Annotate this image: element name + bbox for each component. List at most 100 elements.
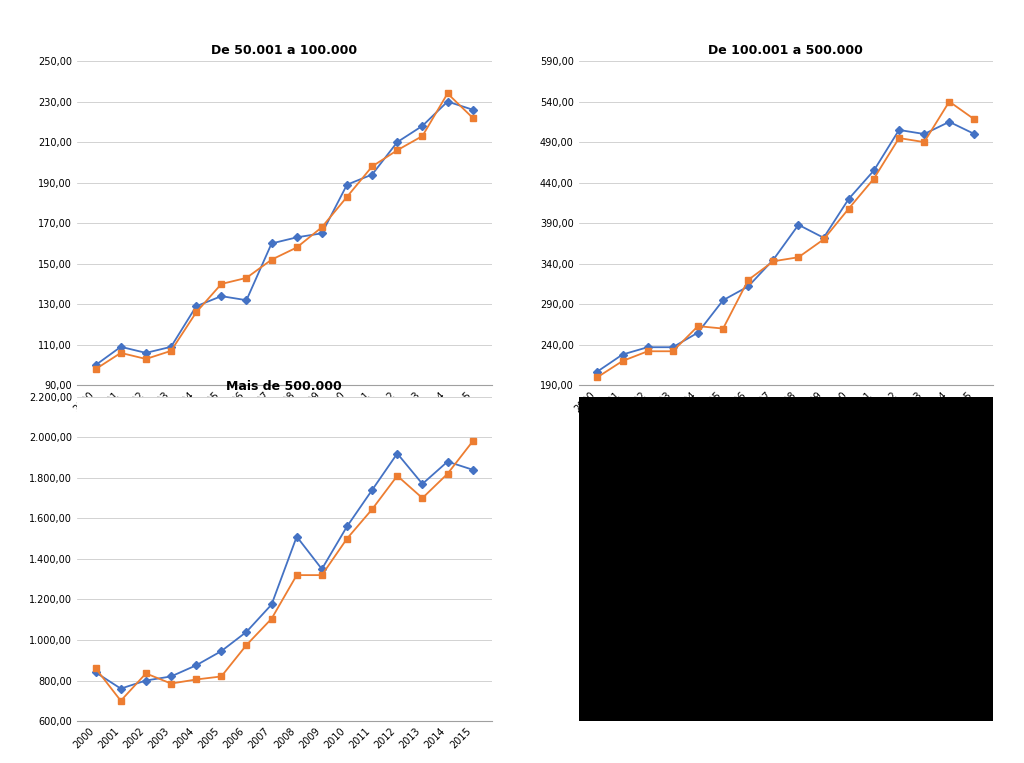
Receitas Orçamentárias bbox=[89, 668, 101, 677]
Despesas Orçamentárias bbox=[441, 469, 454, 478]
Despesas Orçamentárias bbox=[341, 534, 353, 543]
Despesas Orçamentárias bbox=[667, 346, 679, 356]
Despesas Orçamentárias bbox=[190, 675, 203, 684]
Despesas Orçamentárias bbox=[139, 669, 153, 678]
Despesas Orçamentárias bbox=[616, 356, 629, 365]
Receitas Orçamentárias bbox=[215, 291, 227, 301]
Receitas Orçamentárias bbox=[467, 105, 479, 114]
Receitas Orçamentárias bbox=[265, 600, 278, 609]
Line: Despesas Orçamentárias: Despesas Orçamentárias bbox=[594, 98, 978, 380]
Receitas Orçamentárias bbox=[817, 233, 829, 243]
Receitas Orçamentárias bbox=[793, 221, 805, 230]
Receitas Orçamentárias bbox=[867, 166, 880, 175]
Despesas Orçamentárias bbox=[641, 346, 653, 356]
Despesas Orçamentárias bbox=[969, 115, 981, 124]
Despesas Orçamentárias bbox=[139, 354, 153, 363]
Receitas Orçamentárias bbox=[366, 170, 378, 179]
Receitas Orçamentárias bbox=[315, 229, 328, 238]
Despesas Orçamentárias bbox=[291, 571, 303, 580]
Despesas Orçamentárias bbox=[89, 664, 101, 673]
Despesas Orçamentárias bbox=[893, 134, 905, 143]
Receitas Orçamentárias bbox=[165, 343, 177, 352]
Despesas Orçamentárias bbox=[591, 372, 603, 382]
Despesas Orçamentárias bbox=[467, 436, 479, 446]
Receitas Orçamentárias bbox=[190, 661, 203, 670]
Despesas Orçamentárias bbox=[265, 614, 278, 623]
Receitas Orçamentárias bbox=[918, 130, 930, 139]
Receitas Orçamentárias bbox=[416, 121, 428, 130]
Despesas Orçamentárias bbox=[215, 279, 227, 288]
Title: Mais de 500.000: Mais de 500.000 bbox=[226, 380, 342, 393]
Title: De 50.001 a 100.000: De 50.001 a 100.000 bbox=[211, 44, 357, 57]
Receitas Orçamentárias bbox=[366, 485, 378, 494]
Receitas Orçamentárias bbox=[291, 233, 303, 242]
Despesas Orçamentárias bbox=[843, 204, 855, 213]
Despesas Orçamentárias bbox=[315, 223, 328, 232]
Receitas Orçamentárias bbox=[441, 97, 454, 106]
Despesas Orçamentárias bbox=[767, 256, 779, 266]
Despesas Orçamentárias bbox=[265, 255, 278, 264]
Receitas Orçamentárias bbox=[616, 350, 629, 359]
Receitas Orçamentárias bbox=[139, 348, 153, 357]
Receitas Orçamentárias bbox=[969, 130, 981, 139]
Line: Despesas Orçamentárias: Despesas Orçamentárias bbox=[92, 438, 476, 704]
Receitas Orçamentárias bbox=[139, 676, 153, 685]
Despesas Orçamentárias bbox=[441, 89, 454, 98]
Receitas Orçamentárias bbox=[391, 449, 403, 458]
Receitas Orçamentárias bbox=[165, 672, 177, 681]
Receitas Orçamentárias bbox=[241, 295, 253, 304]
Despesas Orçamentárias bbox=[793, 253, 805, 262]
Receitas Orçamentárias bbox=[265, 239, 278, 248]
Receitas Orçamentárias bbox=[441, 457, 454, 466]
Despesas Orçamentárias bbox=[717, 324, 729, 333]
Despesas Orçamentárias bbox=[241, 273, 253, 282]
Line: Receitas Orçamentárias: Receitas Orçamentárias bbox=[594, 119, 978, 375]
Despesas Orçamentárias bbox=[215, 672, 227, 681]
Despesas Orçamentárias bbox=[416, 131, 428, 140]
Despesas Orçamentárias bbox=[241, 640, 253, 649]
Despesas Orçamentárias bbox=[867, 174, 880, 183]
Receitas Orçamentárias bbox=[467, 465, 479, 475]
Despesas Orçamentárias bbox=[115, 696, 127, 705]
Despesas Orçamentárias bbox=[692, 321, 705, 330]
Despesas Orçamentárias bbox=[918, 137, 930, 146]
Despesas Orçamentárias bbox=[89, 365, 101, 374]
Receitas Orçamentárias bbox=[341, 522, 353, 531]
Receitas Orçamentárias bbox=[241, 627, 253, 636]
Receitas Orçamentárias bbox=[89, 360, 101, 369]
Receitas Orçamentárias bbox=[692, 328, 705, 337]
Receitas Orçamentárias bbox=[667, 343, 679, 352]
Receitas Orçamentárias bbox=[843, 195, 855, 204]
Line: Receitas Orçamentárias: Receitas Orçamentárias bbox=[92, 450, 476, 692]
Receitas Orçamentárias bbox=[190, 301, 203, 311]
Despesas Orçamentárias bbox=[391, 472, 403, 481]
Despesas Orçamentárias bbox=[366, 162, 378, 171]
Receitas Orçamentárias bbox=[767, 255, 779, 264]
Receitas Orçamentárias bbox=[291, 532, 303, 541]
Despesas Orçamentárias bbox=[391, 146, 403, 155]
Receitas Orçamentárias bbox=[315, 565, 328, 574]
Line: Receitas Orçamentárias: Receitas Orçamentárias bbox=[92, 98, 476, 369]
Despesas Orçamentárias bbox=[817, 235, 829, 244]
Receitas Orçamentárias bbox=[215, 646, 227, 655]
Despesas Orçamentárias bbox=[291, 243, 303, 252]
Legend: Receitas Orçamentárias, Despesas Orçamentárias: Receitas Orçamentárias, Despesas Orçamen… bbox=[629, 462, 943, 472]
Despesas Orçamentárias bbox=[315, 571, 328, 580]
Receitas Orçamentárias bbox=[943, 118, 955, 127]
Despesas Orçamentárias bbox=[165, 679, 177, 688]
Receitas Orçamentárias bbox=[416, 479, 428, 488]
Receitas Orçamentárias bbox=[742, 282, 755, 291]
Despesas Orçamentárias bbox=[115, 348, 127, 357]
Receitas Orçamentárias bbox=[115, 343, 127, 352]
Despesas Orçamentárias bbox=[190, 307, 203, 317]
Despesas Orçamentárias bbox=[742, 275, 755, 285]
Despesas Orçamentárias bbox=[416, 494, 428, 503]
Receitas Orçamentárias bbox=[115, 684, 127, 693]
Receitas Orçamentárias bbox=[591, 367, 603, 376]
Receitas Orçamentárias bbox=[641, 343, 653, 352]
Receitas Orçamentárias bbox=[893, 125, 905, 134]
Despesas Orçamentárias bbox=[467, 113, 479, 122]
Receitas Orçamentárias bbox=[341, 180, 353, 189]
Receitas Orçamentárias bbox=[391, 137, 403, 146]
Despesas Orçamentárias bbox=[165, 346, 177, 356]
